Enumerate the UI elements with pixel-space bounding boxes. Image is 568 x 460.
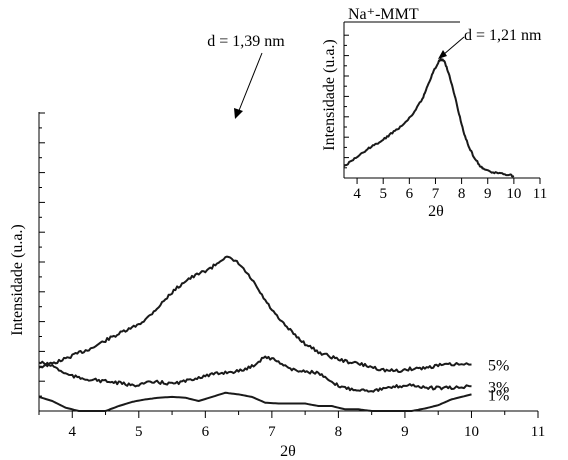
main-x-ticks: 4 5 6 7 8 9 10 11 (38, 411, 545, 440)
series-1pct-line (38, 391, 472, 412)
inset-series-group (343, 57, 515, 178)
inset-x-tick-label-5: 5 (379, 186, 387, 202)
main-x-tick-label-4: 4 (69, 424, 77, 440)
series-5pct-label: 5% (488, 358, 509, 375)
main-peak-annotation-arrowhead (234, 108, 243, 119)
main-x-tick-label-11: 11 (531, 424, 545, 440)
inset-series-line (343, 57, 515, 178)
main-x-tick-label-7: 7 (268, 424, 276, 440)
inset-plot: 4 5 6 7 8 9 10 11 Na⁺-MMT 2θ Intensidade (u.a.)… (321, 6, 547, 220)
inset-peak-annotation-arrow (442, 36, 465, 56)
series-5pct-line (38, 255, 472, 373)
inset-x-tick-label-11: 11 (533, 186, 547, 202)
main-x-tick-label-5: 5 (135, 424, 143, 440)
series-3pct-line (38, 355, 472, 393)
inset-x-ticks: 4 5 6 7 8 9 10 11 (353, 178, 547, 202)
inset-y-ticks (344, 34, 349, 179)
inset-peak-annotation-text: d = 1,21 nm (464, 27, 542, 44)
main-peak-annotation-arrow (237, 52, 263, 114)
main-x-tick-label-8: 8 (335, 424, 343, 440)
inset-peak-annotation: d = 1,21 nm (438, 27, 542, 59)
main-series-group (38, 255, 472, 412)
inset-x-tick-label-6: 6 (406, 186, 414, 202)
main-x-tick-label-10: 10 (464, 424, 479, 440)
inset-x-axis-title: 2θ (428, 203, 444, 220)
inset-peak-annotation-arrowhead (438, 50, 447, 59)
main-x-tick-label-6: 6 (202, 424, 210, 440)
inset-x-tick-label-7: 7 (432, 186, 440, 202)
main-peak-annotation: d = 1,39 nm (207, 33, 285, 119)
series-1pct-label: 1% (488, 387, 509, 404)
main-x-axis: 4 5 6 7 8 9 10 11 (38, 410, 545, 440)
inset-x-tick-label-9: 9 (484, 186, 492, 202)
main-series-labels: 5% 3%1% (488, 358, 509, 405)
main-y-axis (38, 112, 45, 412)
main-x-axis-title: 2θ (280, 443, 296, 460)
inset-x-tick-label-4: 4 (353, 186, 361, 202)
inset-x-tick-label-8: 8 (458, 186, 466, 202)
inset-title: Na⁺-MMT (348, 6, 419, 23)
main-plot: 4 5 6 7 8 9 10 11 2θ Intensidade (u.a.) 5%3%1% … (9, 33, 545, 460)
main-y-axis-title: Intensidade (u.a.) (9, 224, 26, 336)
inset-y-axis-title: Intensidade (u.a.) (321, 39, 338, 151)
main-x-tick-label-9: 9 (401, 424, 409, 440)
series-3pct-label: 3% (488, 379, 509, 396)
main-peak-annotation-text: d = 1,39 nm (207, 33, 285, 50)
inset-x-tick-label-10: 10 (506, 186, 521, 202)
main-y-ticks (39, 112, 45, 412)
